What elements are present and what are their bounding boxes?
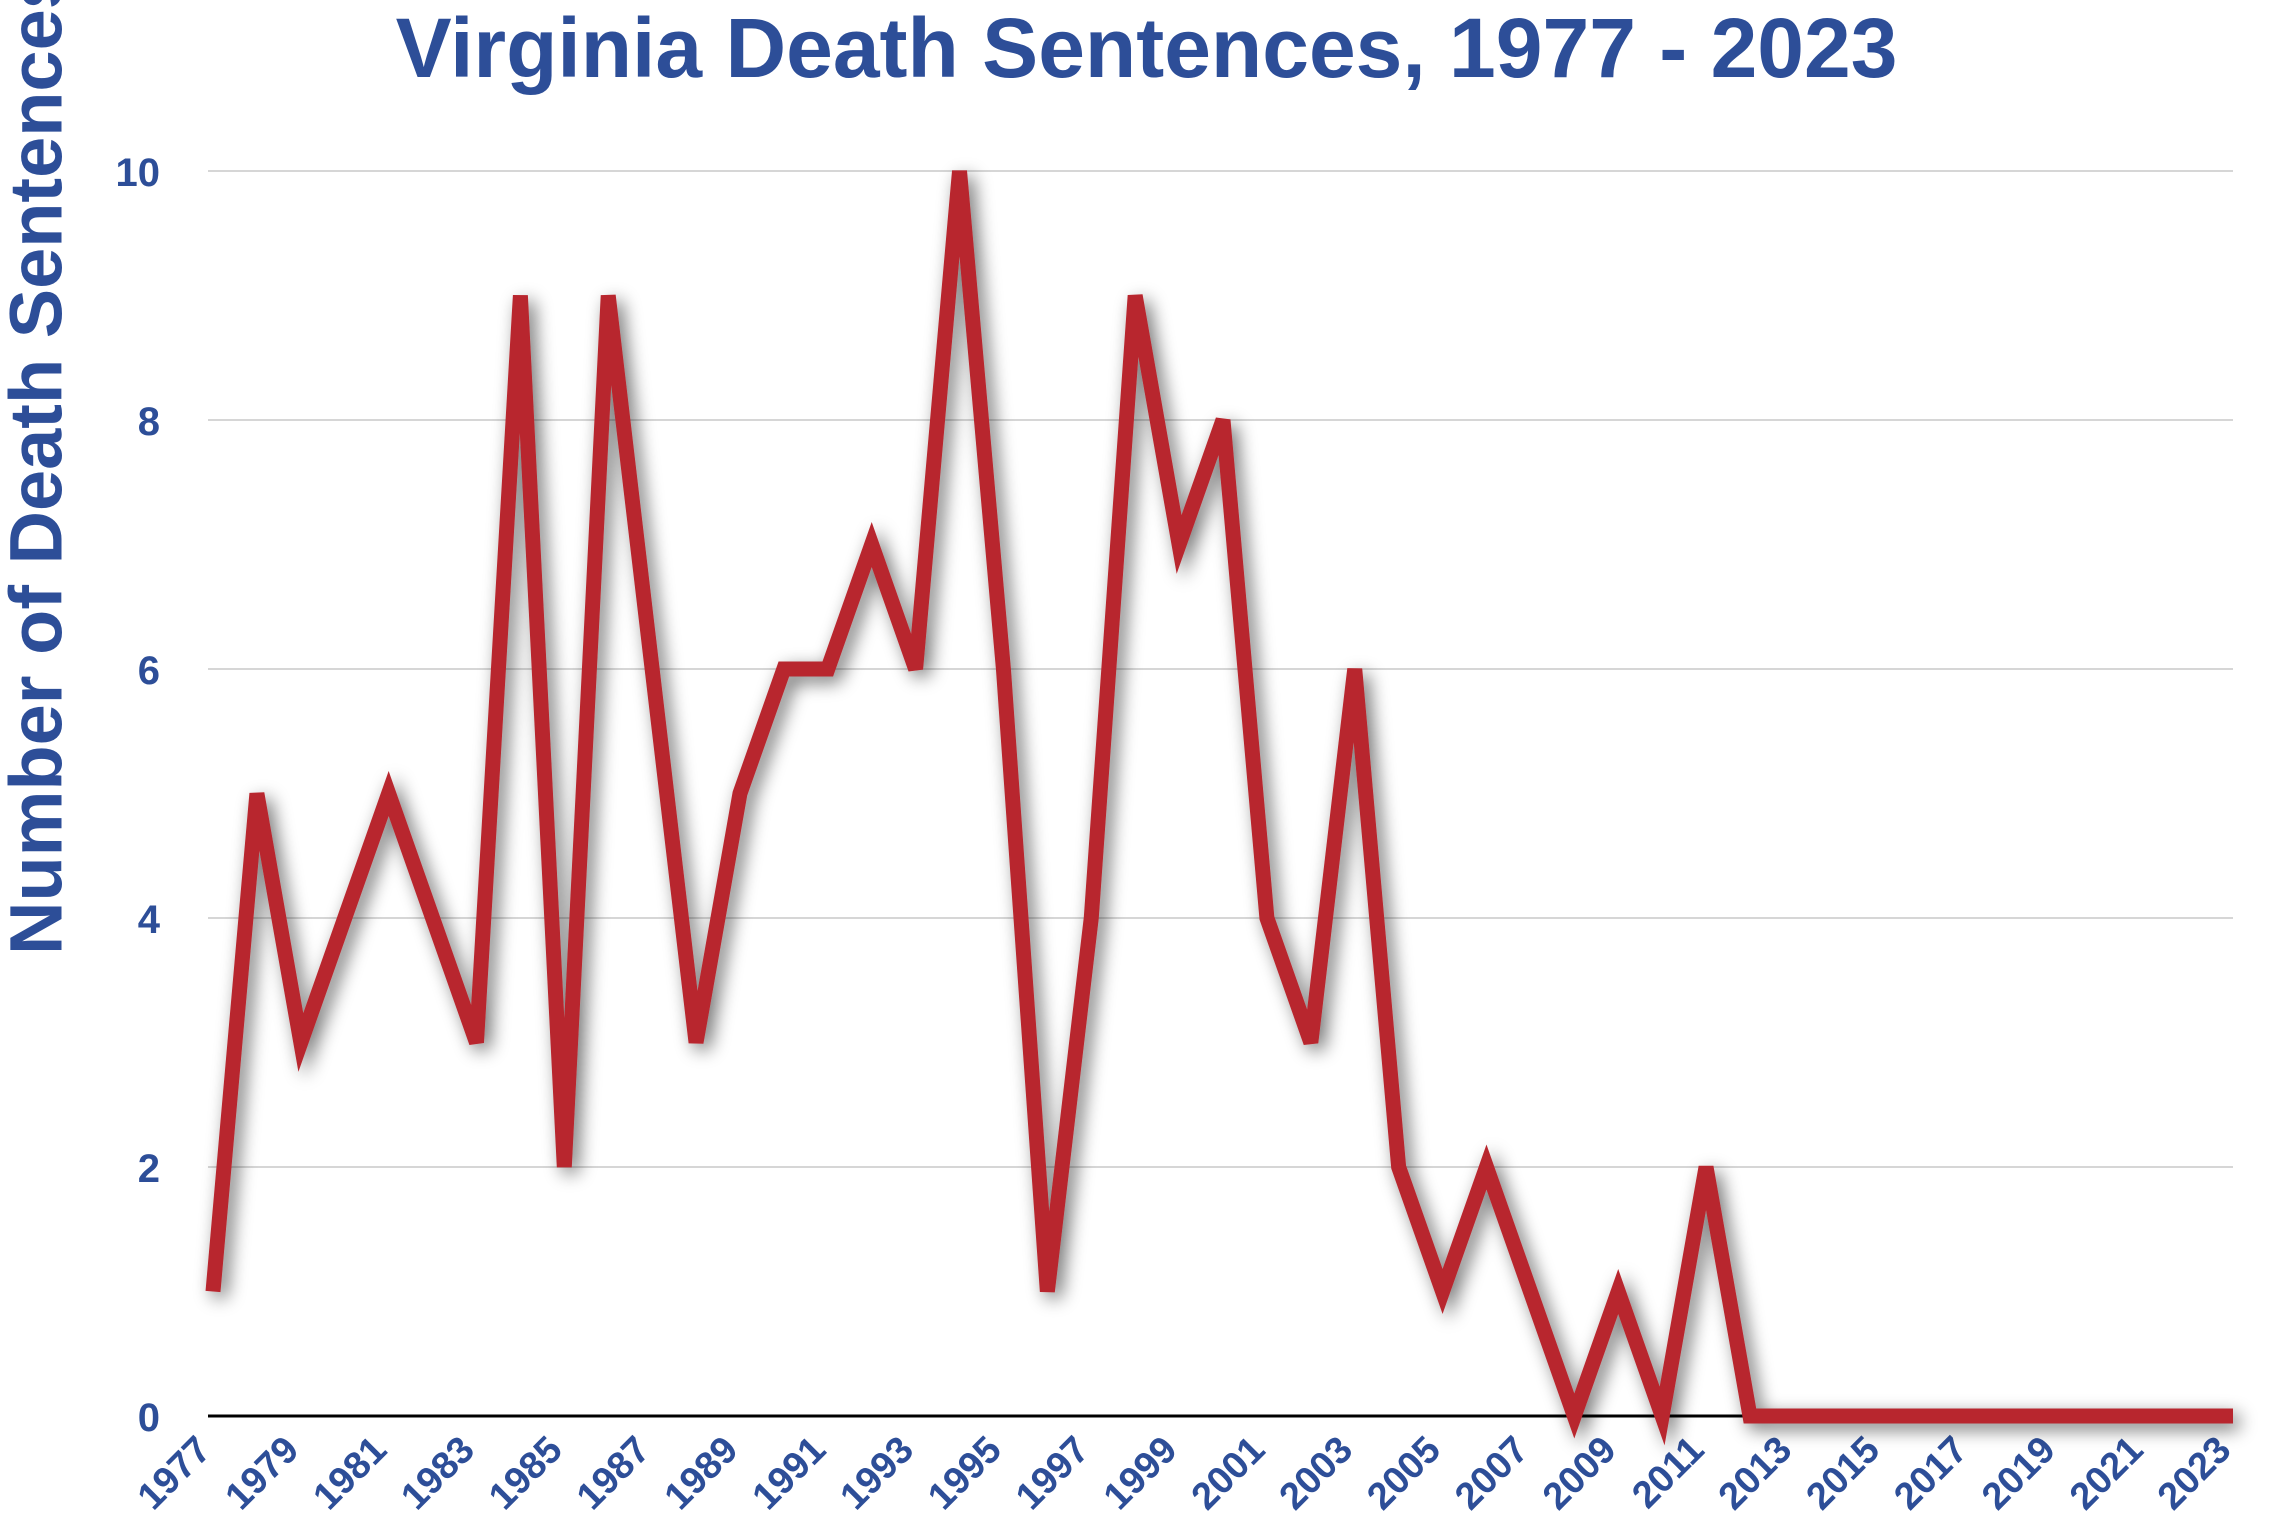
y-tick-label: 4: [138, 898, 161, 942]
x-tick-label: 1977: [130, 1429, 219, 1518]
x-axis-ticks: 1977197919811983198519871989199119931995…: [130, 1429, 2239, 1518]
y-tick-label: 0: [138, 1396, 160, 1440]
x-tick-label: 1981: [306, 1429, 395, 1518]
y-tick-label: 10: [116, 151, 161, 195]
x-tick-label: 1985: [481, 1429, 570, 1518]
x-tick-label: 2017: [1886, 1429, 1975, 1518]
x-tick-label: 1993: [832, 1429, 921, 1518]
x-tick-label: 2015: [1799, 1429, 1888, 1518]
series-line-0: [205, 170, 2233, 1446]
x-tick-label: 2003: [1272, 1429, 1361, 1518]
x-tick-label: 2011: [1624, 1429, 1712, 1517]
x-tick-label: 2007: [1447, 1429, 1536, 1518]
x-tick-label: 1999: [1096, 1429, 1185, 1518]
chart-title: Virginia Death Sentences, 1977 - 2023: [395, 1, 1898, 95]
y-axis-ticks: 0 2 4 6 8 10: [116, 151, 161, 1440]
y-tick-label: 6: [138, 649, 160, 693]
x-tick-label: 2005: [1359, 1429, 1448, 1518]
x-tick-label: 2021: [2062, 1429, 2151, 1518]
x-tick-label: 1987: [569, 1429, 658, 1518]
x-tick-label: 1991: [745, 1429, 834, 1518]
x-tick-label: 2009: [1535, 1429, 1624, 1518]
y-tick-label: 8: [138, 400, 160, 444]
x-tick-label: 1983: [393, 1429, 482, 1518]
x-tick-label: 1997: [1008, 1429, 1097, 1518]
x-tick-label: 2013: [1711, 1429, 1800, 1518]
y-tick-label: 2: [138, 1147, 160, 1191]
series-layer: [205, 170, 2233, 1446]
x-tick-label: 1989: [657, 1429, 746, 1518]
x-tick-label: 1979: [218, 1429, 307, 1518]
x-tick-label: 1995: [920, 1429, 1009, 1518]
x-tick-label: 2019: [1974, 1429, 2063, 1518]
x-tick-label: 2001: [1184, 1429, 1273, 1518]
x-tick-label: 2023: [2150, 1429, 2239, 1518]
